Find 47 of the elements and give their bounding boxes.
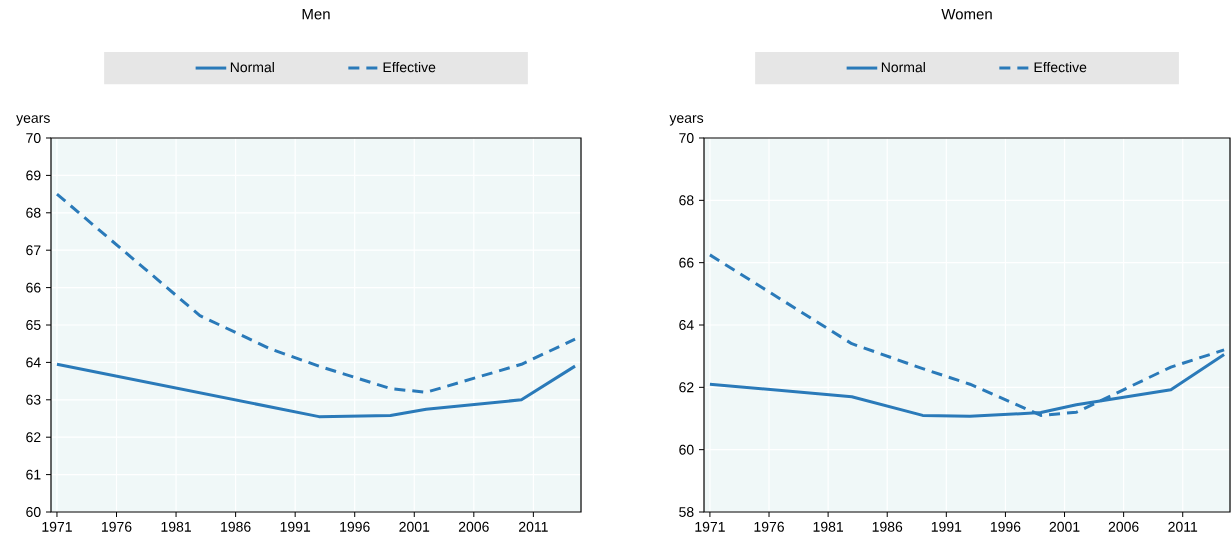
y-tick-label: 67 bbox=[26, 245, 41, 256]
y-tick-label: 70 bbox=[679, 133, 694, 143]
y-tick-label: 60 bbox=[679, 444, 694, 455]
x-tick-label: 1976 bbox=[754, 521, 784, 532]
x-tick-label: 2001 bbox=[1049, 521, 1080, 532]
x-tick-label: 1991 bbox=[280, 521, 311, 532]
x-tick-label: 1981 bbox=[161, 521, 191, 532]
y-axis-title: years bbox=[16, 115, 50, 126]
y-tick-label: 69 bbox=[26, 170, 41, 181]
x-tick-label: 1971 bbox=[695, 521, 725, 532]
y-tick-label: 62 bbox=[679, 382, 694, 393]
y-axis-title: years bbox=[669, 115, 704, 126]
y-tick-label: 66 bbox=[26, 282, 41, 293]
x-tick-label: 2006 bbox=[458, 521, 489, 532]
x-tick-label: 1996 bbox=[340, 521, 370, 532]
x-tick-label: 2001 bbox=[399, 521, 430, 532]
y-tick-label: 63 bbox=[26, 394, 41, 405]
x-tick-label: 1986 bbox=[221, 521, 251, 532]
line-series bbox=[55, 362, 577, 419]
x-tick-label: 1986 bbox=[872, 521, 903, 532]
y-tick-label: 68 bbox=[679, 195, 694, 206]
legend-label: Normal bbox=[230, 61, 274, 73]
y-tick-label: 65 bbox=[26, 320, 41, 330]
x-tick-label: 1981 bbox=[813, 521, 844, 532]
x-tick-label: 1971 bbox=[42, 521, 72, 532]
chart-title: Men bbox=[302, 8, 330, 20]
y-tick-label: 68 bbox=[26, 207, 41, 218]
y-tick-label: 60 bbox=[26, 507, 41, 517]
legend-label: Normal bbox=[881, 61, 925, 73]
line-series bbox=[55, 192, 577, 394]
y-tick-label: 64 bbox=[26, 357, 41, 368]
line-series bbox=[708, 253, 1226, 417]
x-tick-label: 1976 bbox=[102, 521, 132, 532]
x-tick-label: 1996 bbox=[990, 521, 1021, 532]
legend-label: Effective bbox=[1034, 61, 1087, 73]
y-tick-label: 58 bbox=[679, 507, 694, 517]
y-tick-label: 66 bbox=[679, 257, 694, 268]
y-tick-label: 64 bbox=[679, 320, 694, 330]
x-tick-label: 2006 bbox=[1108, 521, 1139, 532]
x-tick-label: 2011 bbox=[1168, 521, 1198, 532]
chart-title: Women bbox=[941, 8, 992, 20]
y-tick-label: 70 bbox=[26, 133, 41, 143]
x-tick-label: 1991 bbox=[931, 521, 962, 532]
x-tick-label: 2011 bbox=[519, 521, 548, 532]
y-tick-label: 61 bbox=[26, 469, 41, 480]
legend-label: Effective bbox=[383, 61, 436, 73]
y-tick-label: 62 bbox=[26, 432, 41, 443]
